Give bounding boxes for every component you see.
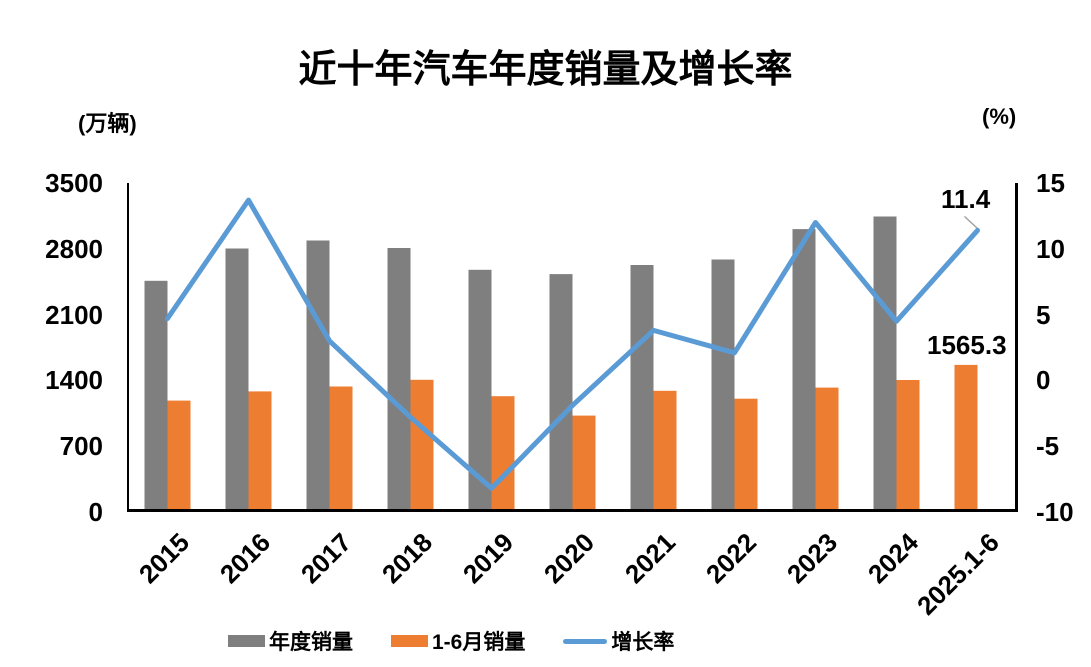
left-axis-tick-700: 700 [59,431,103,462]
left-axis-unit-label: (万辆) [78,111,137,136]
left-axis-tick-2100: 2100 [45,299,103,330]
bar-annual-2015 [144,280,168,512]
legend: 年度销量 1-6月销量 增长率 [228,626,674,656]
right-axis-tick--5: -5 [1036,431,1060,462]
legend-item-growth: 增长率 [563,626,674,656]
left-axis-tick-0: 0 [88,497,103,527]
legend-swatch-growth [563,638,608,644]
right-axis-tick--10: -10 [1036,497,1074,527]
bar-h1-2024 [896,380,920,512]
bar-h1-2025.1-6 [954,364,978,512]
legend-label-annual: 年度销量 [269,631,353,654]
bar-annual-2023 [792,229,816,512]
x-axis-label-2020: 2020 [537,527,600,590]
bar-annual-2019 [468,269,492,512]
bar-h1-2018 [410,379,434,512]
x-axis-label-2017: 2017 [294,527,357,590]
bar-annual-2021 [630,265,654,512]
x-axis-label-2022: 2022 [699,527,762,590]
bar-annual-2020 [549,274,573,512]
legend-swatch-annual [228,635,265,647]
label-leader-line [963,215,980,230]
left-axis-tick-2800: 2800 [45,233,103,264]
plot-svg [127,183,1018,512]
x-axis-label-2023: 2023 [780,527,843,590]
bar-annual-2022 [711,259,735,512]
chart-title: 近十年汽车年度销量及增长率 [298,49,793,91]
bar-annual-2024 [873,216,897,512]
bar-h1-2017 [329,386,353,512]
left-axis-tick-3500: 3500 [45,168,103,198]
right-axis-tick-5: 5 [1036,299,1051,330]
bar-h1-2020 [572,415,596,512]
legend-item-annual: 年度销量 [228,626,353,656]
x-axis-label-2021: 2021 [618,527,681,590]
bar-h1-2019 [491,396,515,512]
h1-sales-data-label: 1565.3 [927,330,1007,360]
bar-annual-2018 [387,248,411,512]
right-axis-tick-0: 0 [1036,365,1051,396]
x-axis-label-2019: 2019 [456,527,519,590]
legend-label-h1: 1-6月销量 [432,631,526,654]
bar-h1-2023 [815,387,839,512]
right-axis-tick-10: 10 [1036,233,1065,264]
legend-label-growth: 增长率 [611,631,675,654]
x-axis-label-2016: 2016 [213,527,276,590]
bar-annual-2017 [306,240,330,512]
left-axis-tick-1400: 1400 [45,365,103,396]
legend-swatch-h1 [391,635,428,647]
plot-area [127,183,1018,512]
bar-annual-2016 [225,248,249,512]
bar-h1-2016 [248,391,272,512]
x-axis-label-2025.1-6: 2025.1-6 [910,527,1005,621]
bar-h1-2021 [653,390,677,512]
x-axis-label-2018: 2018 [375,527,438,590]
growth-rate-data-label: 11.4 [941,184,991,214]
bar-h1-2015 [167,400,191,512]
x-axis-label-2024: 2024 [861,527,924,590]
growth-line [165,197,980,491]
right-axis-unit-label: (%) [982,104,1017,129]
right-axis-tick-15: 15 [1036,168,1065,198]
x-axis-label-2015: 2015 [132,527,195,590]
bar-h1-2022 [734,398,758,512]
legend-item-h1: 1-6月销量 [391,626,525,656]
